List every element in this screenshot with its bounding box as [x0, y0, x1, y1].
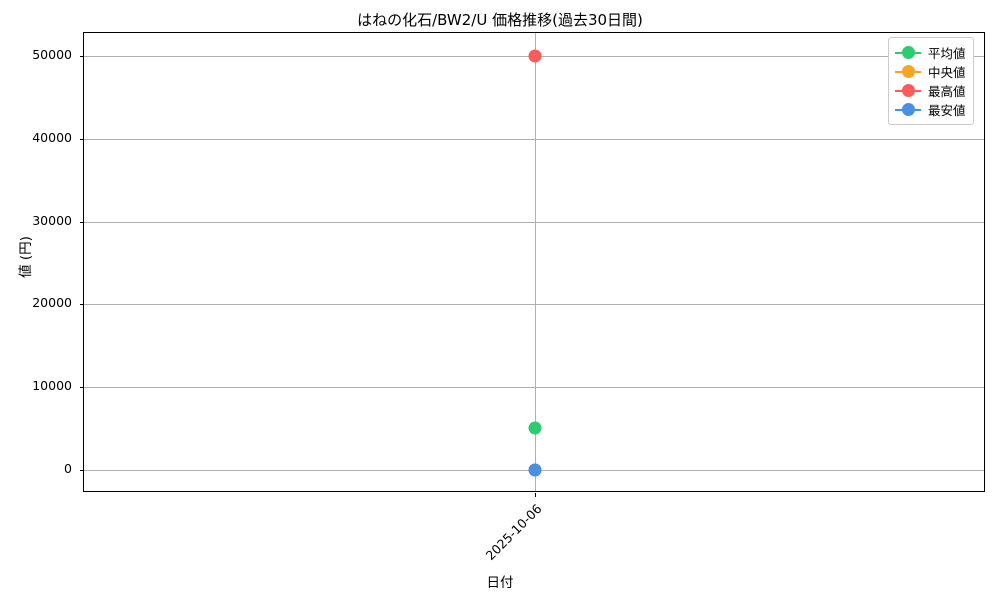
chart-legend: 平均値中央値最高値最安値: [888, 37, 974, 125]
y-tick-mark: [80, 221, 84, 223]
legend-marker-icon: [895, 103, 921, 116]
y-tick-label: 30000: [32, 212, 72, 228]
y-axis-label: 値 (円): [18, 236, 34, 278]
legend-marker-icon: [895, 84, 921, 97]
y-tick-label: 0: [64, 460, 72, 476]
y-gridline: [84, 304, 984, 306]
y-tick-label: 40000: [32, 129, 72, 145]
legend-item[interactable]: 平均値: [895, 43, 966, 62]
x-axis-label: 日付: [486, 575, 514, 591]
legend-item[interactable]: 最安値: [895, 100, 966, 119]
x-gridline: [535, 33, 536, 491]
y-gridline: [84, 221, 984, 223]
x-tick-label: 2025-10-06: [482, 501, 545, 563]
data-point: [528, 463, 542, 477]
y-tick-mark: [80, 387, 84, 389]
x-tick-mark: [535, 493, 536, 497]
y-tick-mark: [80, 56, 84, 58]
legend-item[interactable]: 最高値: [895, 81, 966, 100]
legend-marker-icon: [895, 46, 921, 59]
legend-item-label: 最高値: [928, 84, 966, 99]
y-gridline: [84, 387, 984, 389]
legend-item-label: 平均値: [928, 46, 966, 61]
legend-item-label: 最安値: [928, 103, 966, 118]
y-gridline: [84, 138, 984, 140]
legend-item[interactable]: 中央値: [895, 62, 966, 81]
legend-marker-icon: [895, 65, 921, 78]
plot-area: [80, 32, 985, 497]
y-tick-label: 10000: [32, 378, 72, 394]
legend-item-label: 中央値: [928, 65, 966, 80]
y-tick-mark: [80, 138, 84, 140]
y-tick-mark: [80, 304, 84, 306]
y-tick-mark: [80, 469, 84, 471]
chart-title: はねの化石/BW2/U 価格推移(過去30日間): [357, 11, 643, 29]
data-point: [528, 421, 542, 435]
data-point: [528, 49, 542, 63]
y-tick-label: 20000: [32, 295, 72, 311]
y-tick-label: 50000: [32, 47, 72, 63]
